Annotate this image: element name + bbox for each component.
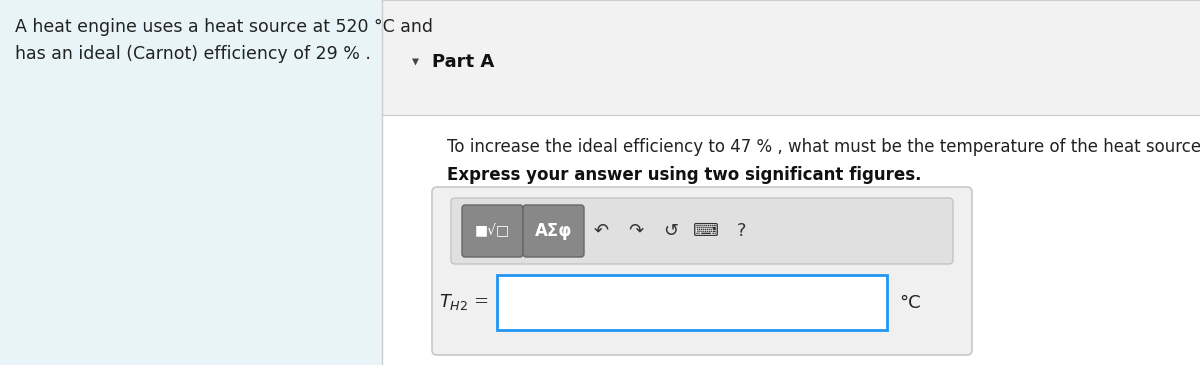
Text: ↺: ↺ bbox=[664, 222, 678, 240]
Bar bbox=[382, 0, 1200, 115]
Text: ?: ? bbox=[737, 222, 745, 240]
Bar bbox=[0, 0, 382, 365]
Text: ■√□: ■√□ bbox=[475, 224, 510, 238]
FancyBboxPatch shape bbox=[523, 205, 584, 257]
Text: $T_{H2}$ =: $T_{H2}$ = bbox=[439, 292, 490, 312]
Text: ↷: ↷ bbox=[629, 222, 643, 240]
FancyBboxPatch shape bbox=[432, 187, 972, 355]
Text: ↶: ↶ bbox=[594, 222, 608, 240]
FancyBboxPatch shape bbox=[497, 275, 887, 330]
Polygon shape bbox=[412, 58, 419, 65]
FancyBboxPatch shape bbox=[451, 198, 953, 264]
Text: has an ideal (Carnot) efficiency of 29 % .: has an ideal (Carnot) efficiency of 29 %… bbox=[14, 45, 371, 63]
Text: °C: °C bbox=[899, 293, 920, 311]
FancyBboxPatch shape bbox=[462, 205, 523, 257]
Text: AΣφ: AΣφ bbox=[535, 222, 572, 240]
Text: Part A: Part A bbox=[432, 53, 494, 71]
Text: ⌨: ⌨ bbox=[694, 222, 719, 240]
Text: Express your answer using two significant figures.: Express your answer using two significan… bbox=[446, 166, 922, 184]
Text: To increase the ideal efficiency to 47 % , what must be the temperature of the h: To increase the ideal efficiency to 47 %… bbox=[446, 138, 1200, 156]
Text: A heat engine uses a heat source at 520 °C and: A heat engine uses a heat source at 520 … bbox=[14, 18, 433, 36]
